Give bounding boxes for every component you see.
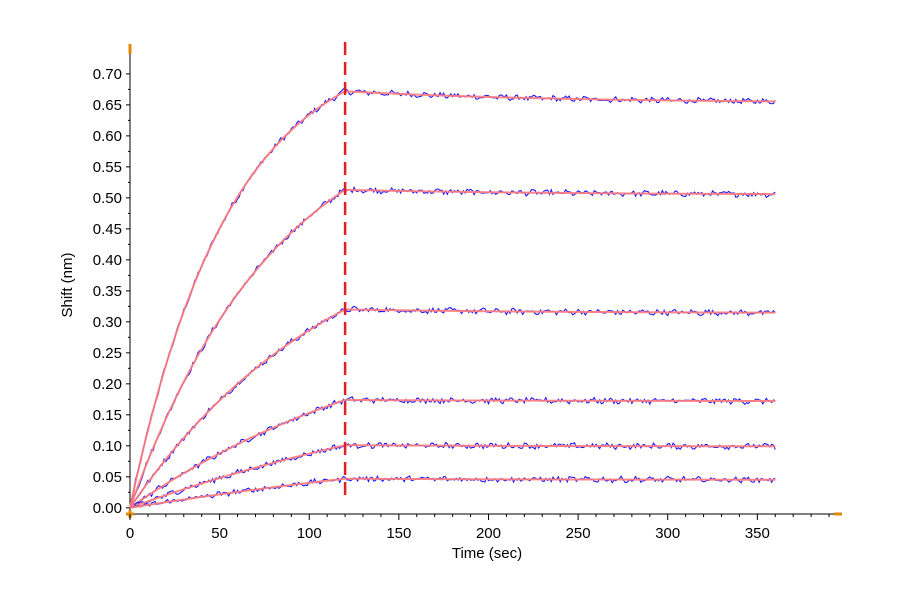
- y-tick-label: 0.60: [93, 128, 122, 145]
- y-tick-label: 0.05: [93, 469, 122, 486]
- measured-curve: [129, 474, 776, 509]
- y-tick-label: 0.70: [93, 66, 122, 83]
- x-tick-label: 350: [745, 525, 770, 542]
- measured-curve: [129, 441, 776, 509]
- x-tick-label: 150: [386, 525, 411, 542]
- y-axis-title: Shift (nm): [59, 252, 76, 317]
- y-tick-label: 0.40: [93, 252, 122, 269]
- y-tick-label: 0.20: [93, 376, 122, 393]
- fit-curve: [129, 188, 776, 509]
- fit-curve: [129, 444, 776, 509]
- y-tick-label: 0.00: [93, 500, 122, 517]
- y-tick-label: 0.35: [93, 283, 122, 300]
- y-tick-label: 0.50: [93, 190, 122, 207]
- y-tick-label: 0.30: [93, 314, 122, 331]
- y-tick-label: 0.65: [93, 97, 122, 114]
- x-tick-label: 0: [126, 525, 134, 542]
- y-tick-label: 0.10: [93, 438, 122, 455]
- measured-curve: [129, 185, 776, 508]
- x-tick-label: 50: [211, 525, 228, 542]
- x-tick-label: 200: [476, 525, 501, 542]
- y-tick-label: 0.55: [93, 159, 122, 176]
- y-tick-label: 0.45: [93, 221, 122, 238]
- x-tick-label: 250: [566, 525, 591, 542]
- fit-curve: [129, 398, 776, 509]
- x-tick-label: 100: [297, 525, 322, 542]
- x-tick-label: 300: [655, 525, 680, 542]
- y-tick-label: 0.15: [93, 407, 122, 424]
- fit-curve: [129, 477, 776, 509]
- x-axis-title: Time (sec): [452, 545, 522, 562]
- y-tick-label: 0.25: [93, 345, 122, 362]
- axes: 0.00 0.05 0.10 0.15 0.20 0.25 0.30 0.35 0.40 0.45…: [93, 44, 842, 542]
- series-layer: [129, 88, 776, 509]
- fit-curve: [129, 308, 776, 509]
- fit-curve: [129, 90, 776, 509]
- measured-curve: [129, 396, 776, 509]
